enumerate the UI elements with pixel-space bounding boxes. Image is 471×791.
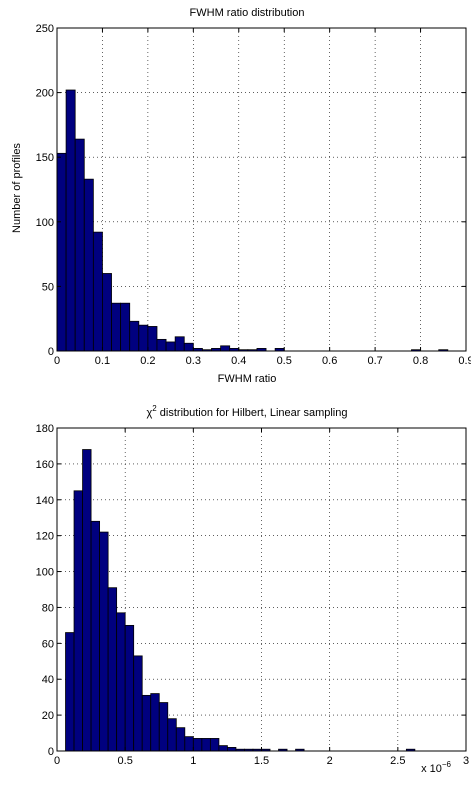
x-tick-label: 0 xyxy=(54,755,60,767)
y-tick-label: 50 xyxy=(42,281,54,293)
histogram-bar xyxy=(147,326,158,352)
plot-frame xyxy=(56,27,467,352)
y-tick-label: 150 xyxy=(36,152,54,164)
x-tick-label: 0.4 xyxy=(231,355,246,367)
x-tick-label: 0.7 xyxy=(367,355,382,367)
x-tick-label: 0.9 xyxy=(458,355,471,367)
x-tick-label: 2 xyxy=(327,755,333,767)
histogram-bar xyxy=(184,736,194,752)
x-tick-label: 0.2 xyxy=(140,355,155,367)
chart-title: FWHM ratio distribution xyxy=(190,7,305,19)
histogram-bar xyxy=(120,302,131,352)
y-tick-label: 100 xyxy=(36,217,54,229)
y-tick-label: 20 xyxy=(42,710,54,722)
histogram-bar xyxy=(183,342,194,352)
x-tick-label: 0.1 xyxy=(95,355,110,367)
histogram-bar xyxy=(99,531,109,752)
fwhm-histogram: FWHM ratio distribution FWHM ratio Numbe… xyxy=(11,7,471,385)
histogram-bar xyxy=(156,338,167,352)
y-axis-label: Number of profiles xyxy=(11,143,23,233)
x-multiplier-exp: −6 xyxy=(442,760,452,769)
x-axis-label: FWHM ratio xyxy=(218,373,277,385)
y-tick-label: 40 xyxy=(42,674,54,686)
histogram-bar xyxy=(56,152,67,352)
x-tick-label: 2.5 xyxy=(390,755,405,767)
y-tick-label: 0 xyxy=(48,346,54,358)
histogram-bar xyxy=(129,320,140,352)
y-tick-label: 0 xyxy=(48,746,54,758)
chi2-histogram: χ2 distribution for Hilbert, Linear samp… xyxy=(36,404,469,775)
y-tick-label: 140 xyxy=(36,495,54,507)
histogram-bar xyxy=(74,138,85,352)
histogram-bar xyxy=(201,738,211,752)
histogram-bar xyxy=(138,324,149,352)
histogram-bar xyxy=(165,341,176,352)
x-tick-label: 0.5 xyxy=(277,355,292,367)
histogram-bar xyxy=(133,655,143,752)
histogram-bar xyxy=(192,738,203,752)
histogram-bar xyxy=(141,694,152,752)
histogram-bar xyxy=(150,693,160,752)
histogram-bar xyxy=(90,520,101,752)
title-chi: χ xyxy=(147,407,153,419)
y-tick-label: 100 xyxy=(36,567,54,579)
histogram-bar xyxy=(175,727,186,752)
y-tick-label: 250 xyxy=(36,23,54,35)
histogram-bar xyxy=(107,587,118,752)
histogram-bar xyxy=(102,273,112,352)
histogram-bar xyxy=(83,178,94,352)
histogram-bar xyxy=(220,345,231,352)
histogram-bar xyxy=(209,738,220,752)
histogram-bar xyxy=(82,449,92,752)
histogram-bar xyxy=(124,624,135,752)
histogram-bar xyxy=(167,718,177,752)
y-tick-label: 160 xyxy=(36,459,54,471)
x-tick-label: 0.6 xyxy=(322,355,337,367)
x-tick-label: 3 xyxy=(463,755,469,767)
y-tick-label: 180 xyxy=(36,423,54,435)
chart-title: χ2 distribution for Hilbert, Linear samp… xyxy=(147,404,348,419)
histogram-bar xyxy=(227,747,237,752)
x-tick-label: 0 xyxy=(54,355,60,367)
y-tick-label: 60 xyxy=(42,638,54,650)
histogram-bar xyxy=(174,336,185,352)
title-rest: distribution for Hilbert, Linear samplin… xyxy=(157,407,348,419)
y-tick-label: 200 xyxy=(36,88,54,100)
histogram-bar xyxy=(92,231,103,352)
histogram-bar xyxy=(73,490,83,752)
histogram-bar xyxy=(158,702,169,752)
histogram-bar xyxy=(218,745,228,752)
histogram-bar xyxy=(111,302,122,352)
x-tick-label: 1 xyxy=(190,755,196,767)
x-tick-label: 0.8 xyxy=(413,355,428,367)
title-superscript: 2 xyxy=(152,404,157,413)
x-tick-label: 0.5 xyxy=(118,755,133,767)
x-multiplier: x 10−6 xyxy=(421,760,451,775)
x-tick-label: 0.3 xyxy=(186,355,201,367)
histogram-bar xyxy=(65,89,76,352)
histogram-bar xyxy=(116,612,126,752)
x-multiplier-base: x 10 xyxy=(421,763,442,775)
histogram-bar xyxy=(65,632,75,752)
x-tick-label: 1.5 xyxy=(254,755,269,767)
y-tick-label: 120 xyxy=(36,531,54,543)
y-tick-label: 80 xyxy=(42,602,54,614)
